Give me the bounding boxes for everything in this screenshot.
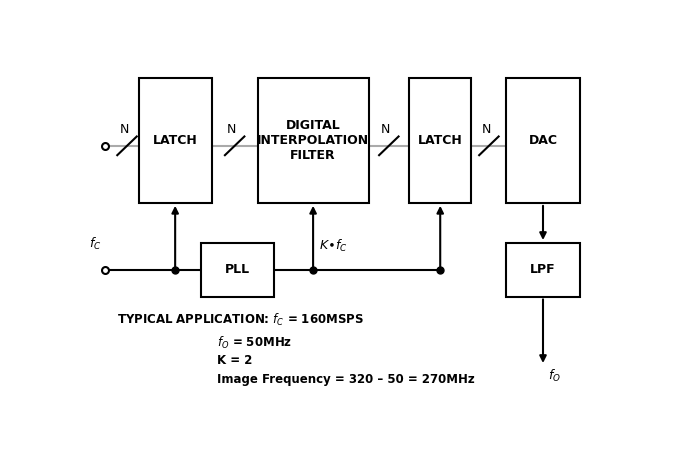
Bar [201,243,274,297]
Text: N: N [119,123,128,136]
Text: K = 2: K = 2 [217,354,253,367]
Bar [507,78,579,203]
Text: N: N [227,123,237,136]
Text: LPF: LPF [530,263,556,276]
Text: $f_O$ = 50MHz: $f_O$ = 50MHz [217,335,292,351]
Text: $f_O$: $f_O$ [549,368,561,384]
Text: Image Frequency = 320 – 50 = 270MHz: Image Frequency = 320 – 50 = 270MHz [217,373,475,386]
Text: DIGITAL
INTERPOLATION
FILTER: DIGITAL INTERPOLATION FILTER [257,119,369,162]
Text: N: N [482,123,491,136]
Text: LATCH: LATCH [153,134,198,147]
Bar [258,78,369,203]
Text: PLL: PLL [225,263,250,276]
Text: N: N [381,123,391,136]
Bar [507,243,579,297]
Text: DAC: DAC [528,134,558,147]
Text: TYPICAL APPLICATION: $f_C$ = 160MSPS: TYPICAL APPLICATION: $f_C$ = 160MSPS [117,312,364,328]
Bar [139,78,211,203]
Text: $f_C$: $f_C$ [89,236,102,252]
Text: $K{\bullet}f_C$: $K{\bullet}f_C$ [318,238,347,254]
Bar [409,78,471,203]
Text: LATCH: LATCH [418,134,463,147]
